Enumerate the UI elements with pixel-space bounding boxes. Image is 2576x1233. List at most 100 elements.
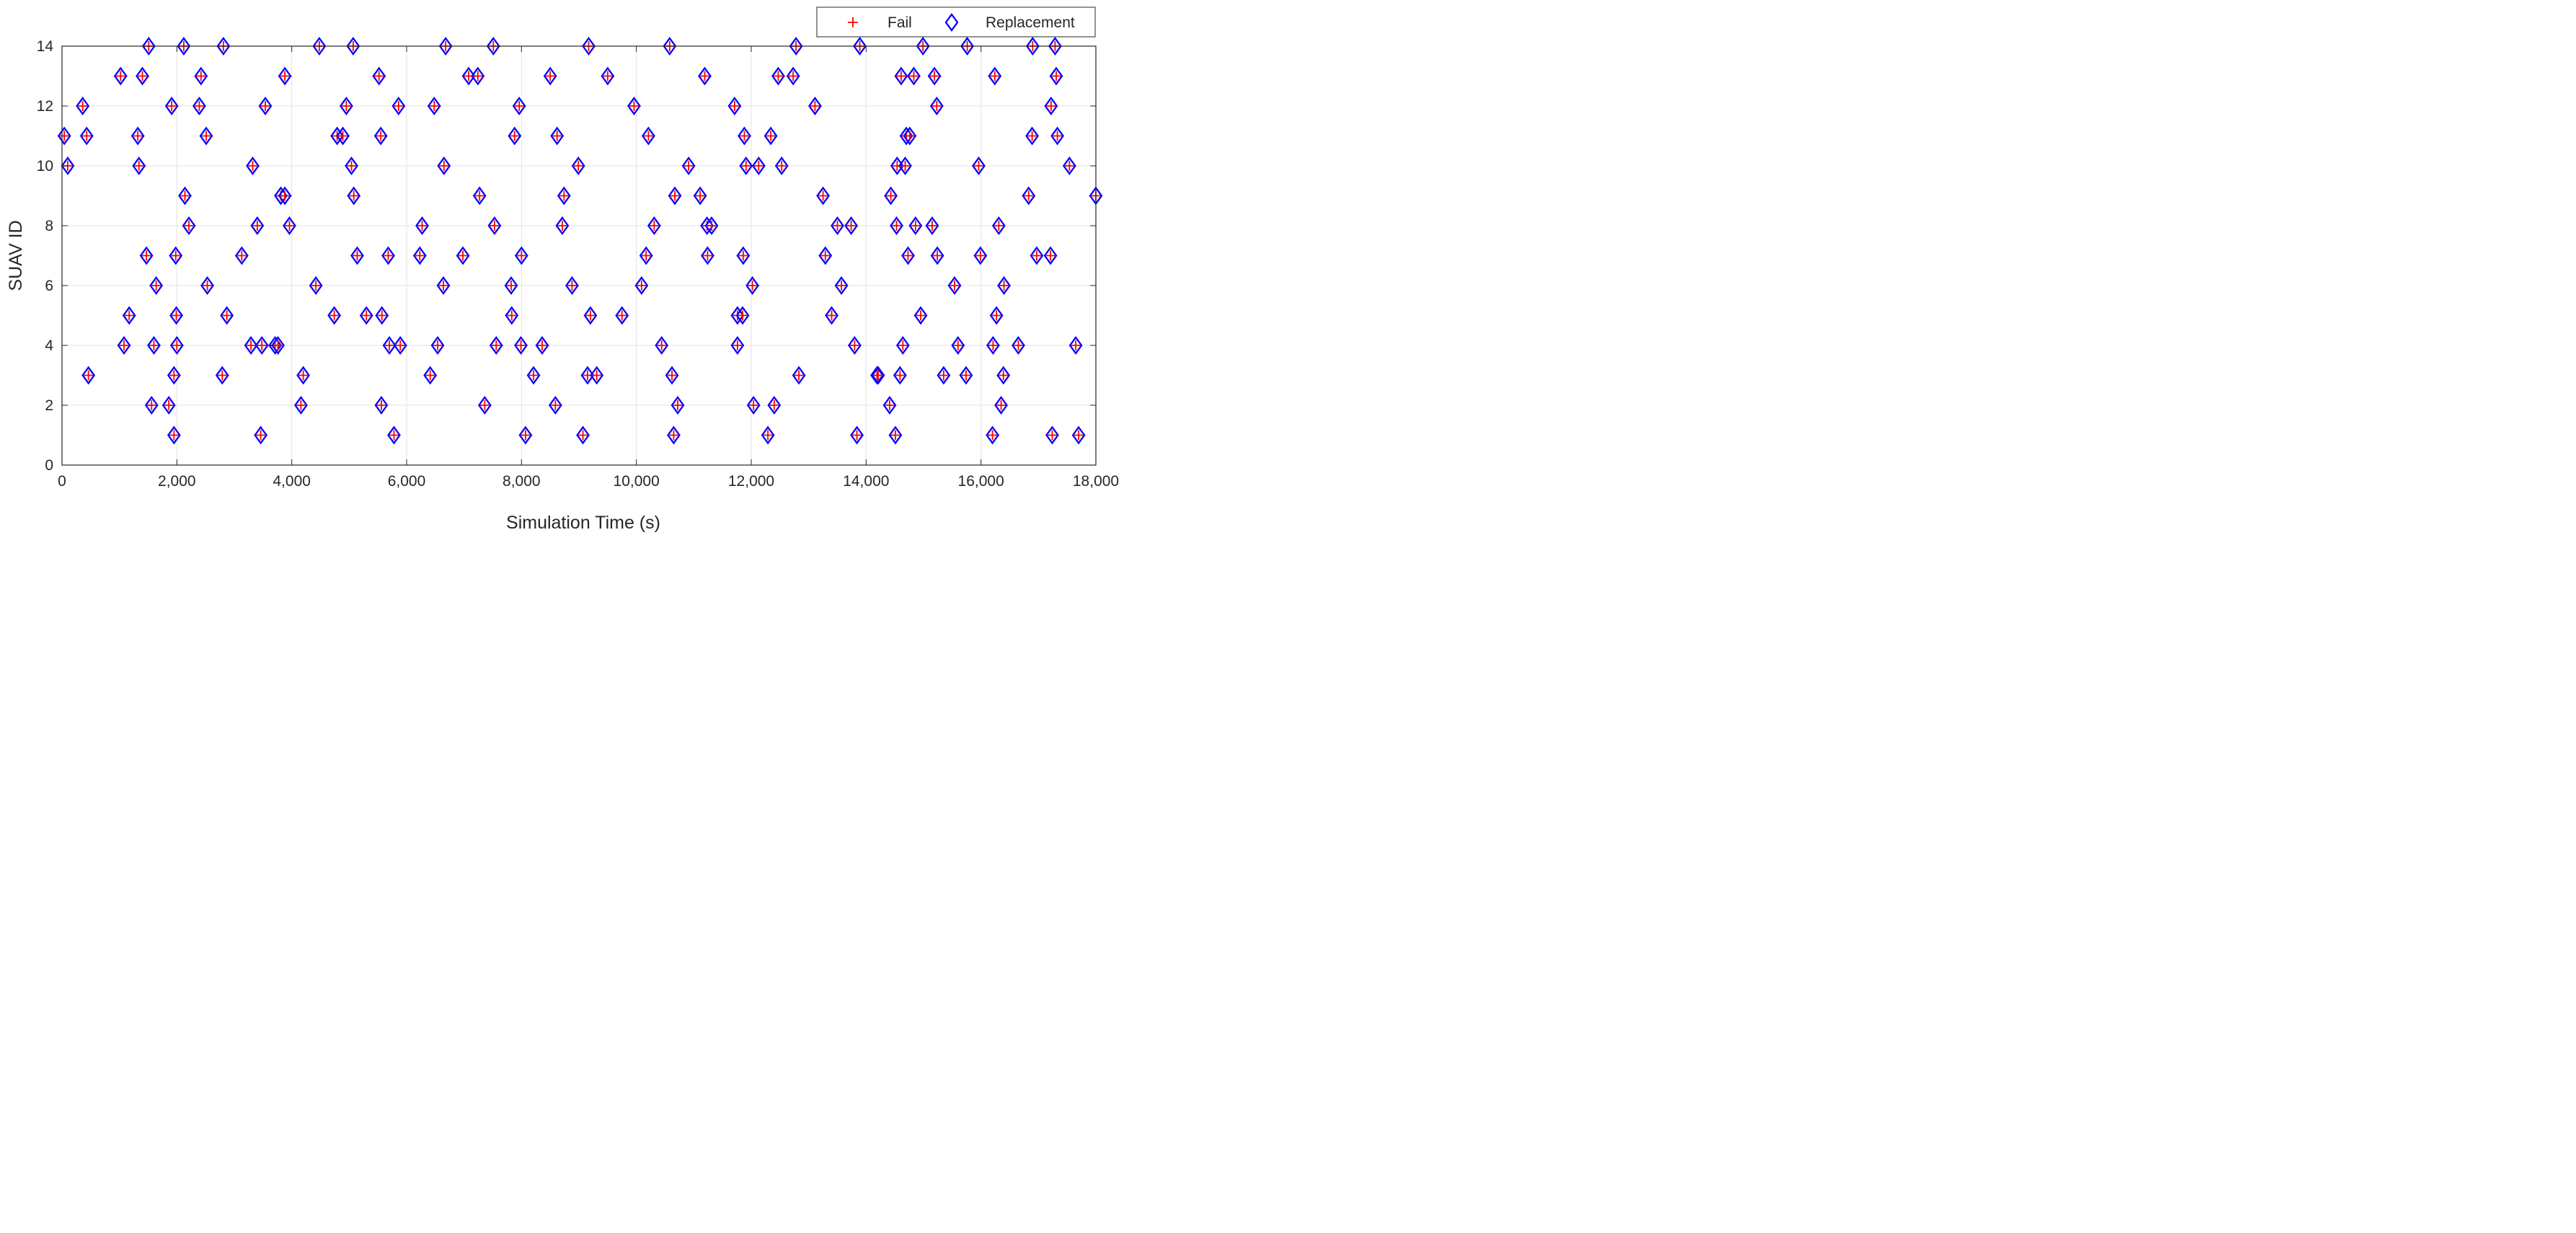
replacement-point (555, 216, 570, 235)
replacement-point (913, 306, 928, 325)
replacement-point (908, 216, 923, 235)
replacement-point (359, 306, 373, 325)
fail-point (170, 250, 181, 261)
replacement-point (200, 276, 214, 295)
replacement-point (738, 126, 751, 146)
replacement-point (76, 97, 90, 115)
fail-point (415, 250, 425, 261)
replacement-point (774, 156, 789, 175)
fail-point (952, 340, 963, 350)
fail-point (851, 430, 862, 441)
fail-point (938, 370, 949, 381)
fail-point (472, 71, 483, 81)
fail-point (926, 221, 937, 231)
fail-point (788, 71, 799, 81)
fail-point (818, 190, 828, 201)
fail-point (273, 340, 283, 350)
fail-point (195, 71, 206, 81)
replacement-point (1049, 66, 1063, 86)
replacement-point (989, 306, 1004, 325)
replacement-point (372, 66, 386, 86)
replacement-point (456, 246, 470, 265)
plot-background (62, 46, 1096, 465)
replacement-point (884, 186, 898, 206)
replacement-point (870, 366, 884, 385)
replacement-point (169, 306, 183, 325)
legend-box (816, 6, 1096, 37)
replacement-point (847, 336, 862, 355)
replacement-point (381, 246, 395, 265)
fail-point (739, 131, 750, 141)
replacement-point (136, 66, 149, 86)
replacement-point (792, 366, 806, 385)
replacement-point (61, 156, 75, 175)
fail-point (329, 310, 340, 321)
legend-label-fail: Fail (888, 14, 912, 31)
replacement-point (634, 276, 649, 295)
replacement-point (893, 366, 907, 385)
fail-point (668, 430, 679, 441)
replacement-point (254, 336, 269, 355)
fail-point (988, 340, 999, 350)
replacement-point (161, 396, 176, 415)
fail-point (903, 250, 913, 261)
replacement-point (309, 276, 323, 295)
fail-point (184, 221, 195, 231)
replacement-point (216, 37, 231, 56)
replacement-point (986, 336, 1000, 355)
x-tick-label: 8,000 (503, 473, 541, 490)
replacement-point (1044, 97, 1058, 115)
fail-point (559, 190, 570, 201)
legend: Fail Replacement (816, 6, 1096, 37)
replacement-point (177, 37, 191, 56)
replacement-point (487, 216, 502, 235)
fail-point (438, 280, 448, 291)
legend-fail-plus-icon (848, 17, 858, 27)
fail-point (747, 280, 758, 291)
fail-point (602, 71, 613, 81)
x-tick-label: 2,000 (158, 473, 196, 490)
replacement-point (250, 216, 265, 235)
fail-point (167, 101, 177, 111)
fail-point (929, 71, 940, 81)
replacement-point (844, 216, 859, 235)
replacement-point (258, 97, 273, 115)
fail-point (352, 250, 363, 261)
plot-frame (61, 45, 1097, 466)
replacement-point (639, 246, 653, 265)
replacement-point (57, 126, 71, 146)
fail-point (458, 250, 469, 261)
replacement-point (514, 246, 528, 265)
fail-point (773, 71, 784, 81)
replacement-point (512, 97, 526, 115)
fail-point (670, 190, 681, 201)
fail-point (908, 71, 919, 81)
replacement-point (730, 336, 745, 355)
replacement-point (698, 66, 712, 86)
replacement-point (430, 336, 445, 355)
fail-point (898, 340, 908, 350)
fail-point (361, 310, 372, 321)
fail-point (311, 280, 322, 291)
fail-point (81, 131, 92, 141)
fail-point (885, 400, 895, 410)
replacement-point (739, 156, 753, 175)
fail-point (960, 370, 971, 381)
fail-point (591, 370, 602, 381)
replacement-point (895, 336, 910, 355)
fail-point (1031, 250, 1042, 261)
replacement-point (477, 396, 492, 415)
replacement-point (550, 126, 565, 146)
y-tick-label: 8 (45, 218, 53, 234)
fail-point (537, 340, 548, 350)
replacement-point (871, 366, 885, 385)
fail-point (506, 310, 517, 321)
replacement-point (582, 37, 596, 56)
replacement-point (701, 246, 714, 265)
fail-point (169, 430, 180, 441)
replacement-point (615, 306, 629, 325)
replacement-point (665, 366, 679, 385)
fail-point (1064, 161, 1075, 171)
replacement-point (436, 276, 451, 295)
fail-point (916, 310, 926, 321)
